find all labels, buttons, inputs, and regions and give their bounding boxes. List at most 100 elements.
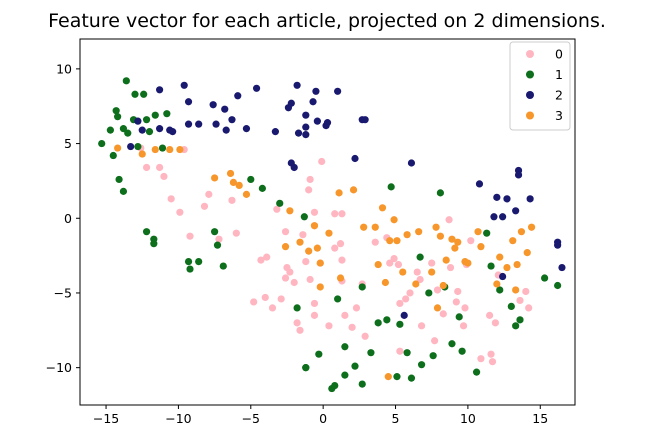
point-series-0-30 [306,275,314,284]
point-series-3-5 [211,174,219,182]
point-series-0-49 [361,332,369,340]
point-series-0-47 [352,304,361,312]
point-series-2-13 [221,105,229,113]
point-series-1-50 [403,349,411,357]
point-series-3-19 [335,189,343,197]
point-series-3-52 [513,260,521,269]
point-series-1-5 [119,125,128,133]
point-series-1-24 [195,257,203,266]
point-series-0-45 [341,311,349,319]
point-series-3-22 [360,223,368,231]
point-series-3-49 [503,263,511,272]
point-series-3-4 [176,145,184,154]
point-series-3-53 [517,228,526,236]
point-series-2-41 [490,213,498,221]
point-series-2-28 [302,111,310,119]
point-series-3-17 [316,259,324,267]
point-series-0-60 [416,275,424,284]
point-series-3-48 [496,253,504,261]
point-series-2-35 [351,154,359,163]
point-series-3-55 [527,223,536,231]
point-series-2-30 [312,87,320,95]
point-series-2-15 [228,116,236,124]
point-series-0-14 [257,256,265,264]
x-tick-label: −5 [242,411,260,426]
point-series-2-23 [290,163,298,172]
point-series-1-27 [219,262,227,270]
point-series-3-26 [381,278,389,287]
point-series-0-28 [302,257,310,266]
point-series-0-26 [296,326,304,334]
point-series-2-3 [156,125,164,133]
point-series-1-28 [247,175,255,184]
point-series-0-54 [394,260,403,269]
x-tick-label: 5 [392,411,400,426]
point-series-3-47 [493,280,501,288]
point-series-0-66 [445,216,453,224]
point-series-0-70 [459,322,468,330]
point-series-0-20 [281,274,290,282]
point-series-1-48 [393,373,401,381]
point-series-0-37 [318,157,326,166]
point-series-0-71 [461,304,469,312]
point-series-1-67 [512,322,520,330]
point-series-3-24 [374,260,382,269]
point-series-3-42 [454,238,462,246]
point-series-2-7 [180,81,188,89]
point-series-3-29 [393,237,401,245]
point-series-0-43 [338,256,346,264]
point-series-0-64 [433,286,442,294]
point-series-2-29 [309,98,317,106]
point-series-0-81 [522,287,530,296]
point-series-1-3 [112,107,120,115]
point-series-3-33 [415,228,423,236]
legend-box [509,41,571,131]
point-series-1-63 [487,262,495,270]
point-series-1-31 [293,304,301,312]
point-series-1-37 [331,381,339,390]
point-series-3-10 [281,243,290,251]
point-series-1-59 [455,313,463,321]
point-series-3-41 [451,244,459,252]
point-series-3-44 [464,259,472,267]
point-series-3-21 [349,186,358,194]
point-series-1-30 [276,199,284,207]
point-series-0-23 [286,268,294,276]
point-series-2-24 [293,81,301,89]
point-series-0-65 [439,310,447,318]
y-tick-label: 0 [64,211,72,226]
point-series-3-23 [371,223,379,231]
point-series-0-17 [268,304,277,312]
point-series-3-35 [432,223,440,231]
point-series-0-16 [263,253,271,261]
point-series-2-2 [138,126,146,134]
point-series-3-13 [305,247,313,255]
point-series-3-39 [442,256,450,264]
point-series-3-45 [474,228,482,236]
point-series-2-34 [334,87,342,95]
point-series-1-54 [425,289,433,297]
point-series-0-10 [215,235,223,243]
point-series-0-27 [299,231,307,239]
point-series-3-14 [310,222,319,230]
point-series-2-8 [184,98,193,106]
point-series-1-22 [184,257,193,266]
point-series-1-42 [358,380,366,388]
point-series-0-53 [390,255,398,263]
point-series-0-62 [428,259,436,267]
point-series-0-57 [402,295,410,303]
point-series-1-2 [109,151,117,160]
point-series-0-46 [348,323,356,331]
point-series-2-40 [475,180,484,188]
point-series-1-43 [358,283,366,291]
series-1 [98,77,562,393]
point-series-1-56 [436,189,444,197]
point-series-1-40 [341,343,349,351]
point-series-0-21 [281,228,290,236]
legend-label-3: 3 [555,108,563,123]
x-tick-label: −10 [165,411,191,426]
point-series-2-33 [323,119,332,127]
legend: 0 1 2 3 [509,41,571,131]
point-series-1-21 [163,110,171,118]
